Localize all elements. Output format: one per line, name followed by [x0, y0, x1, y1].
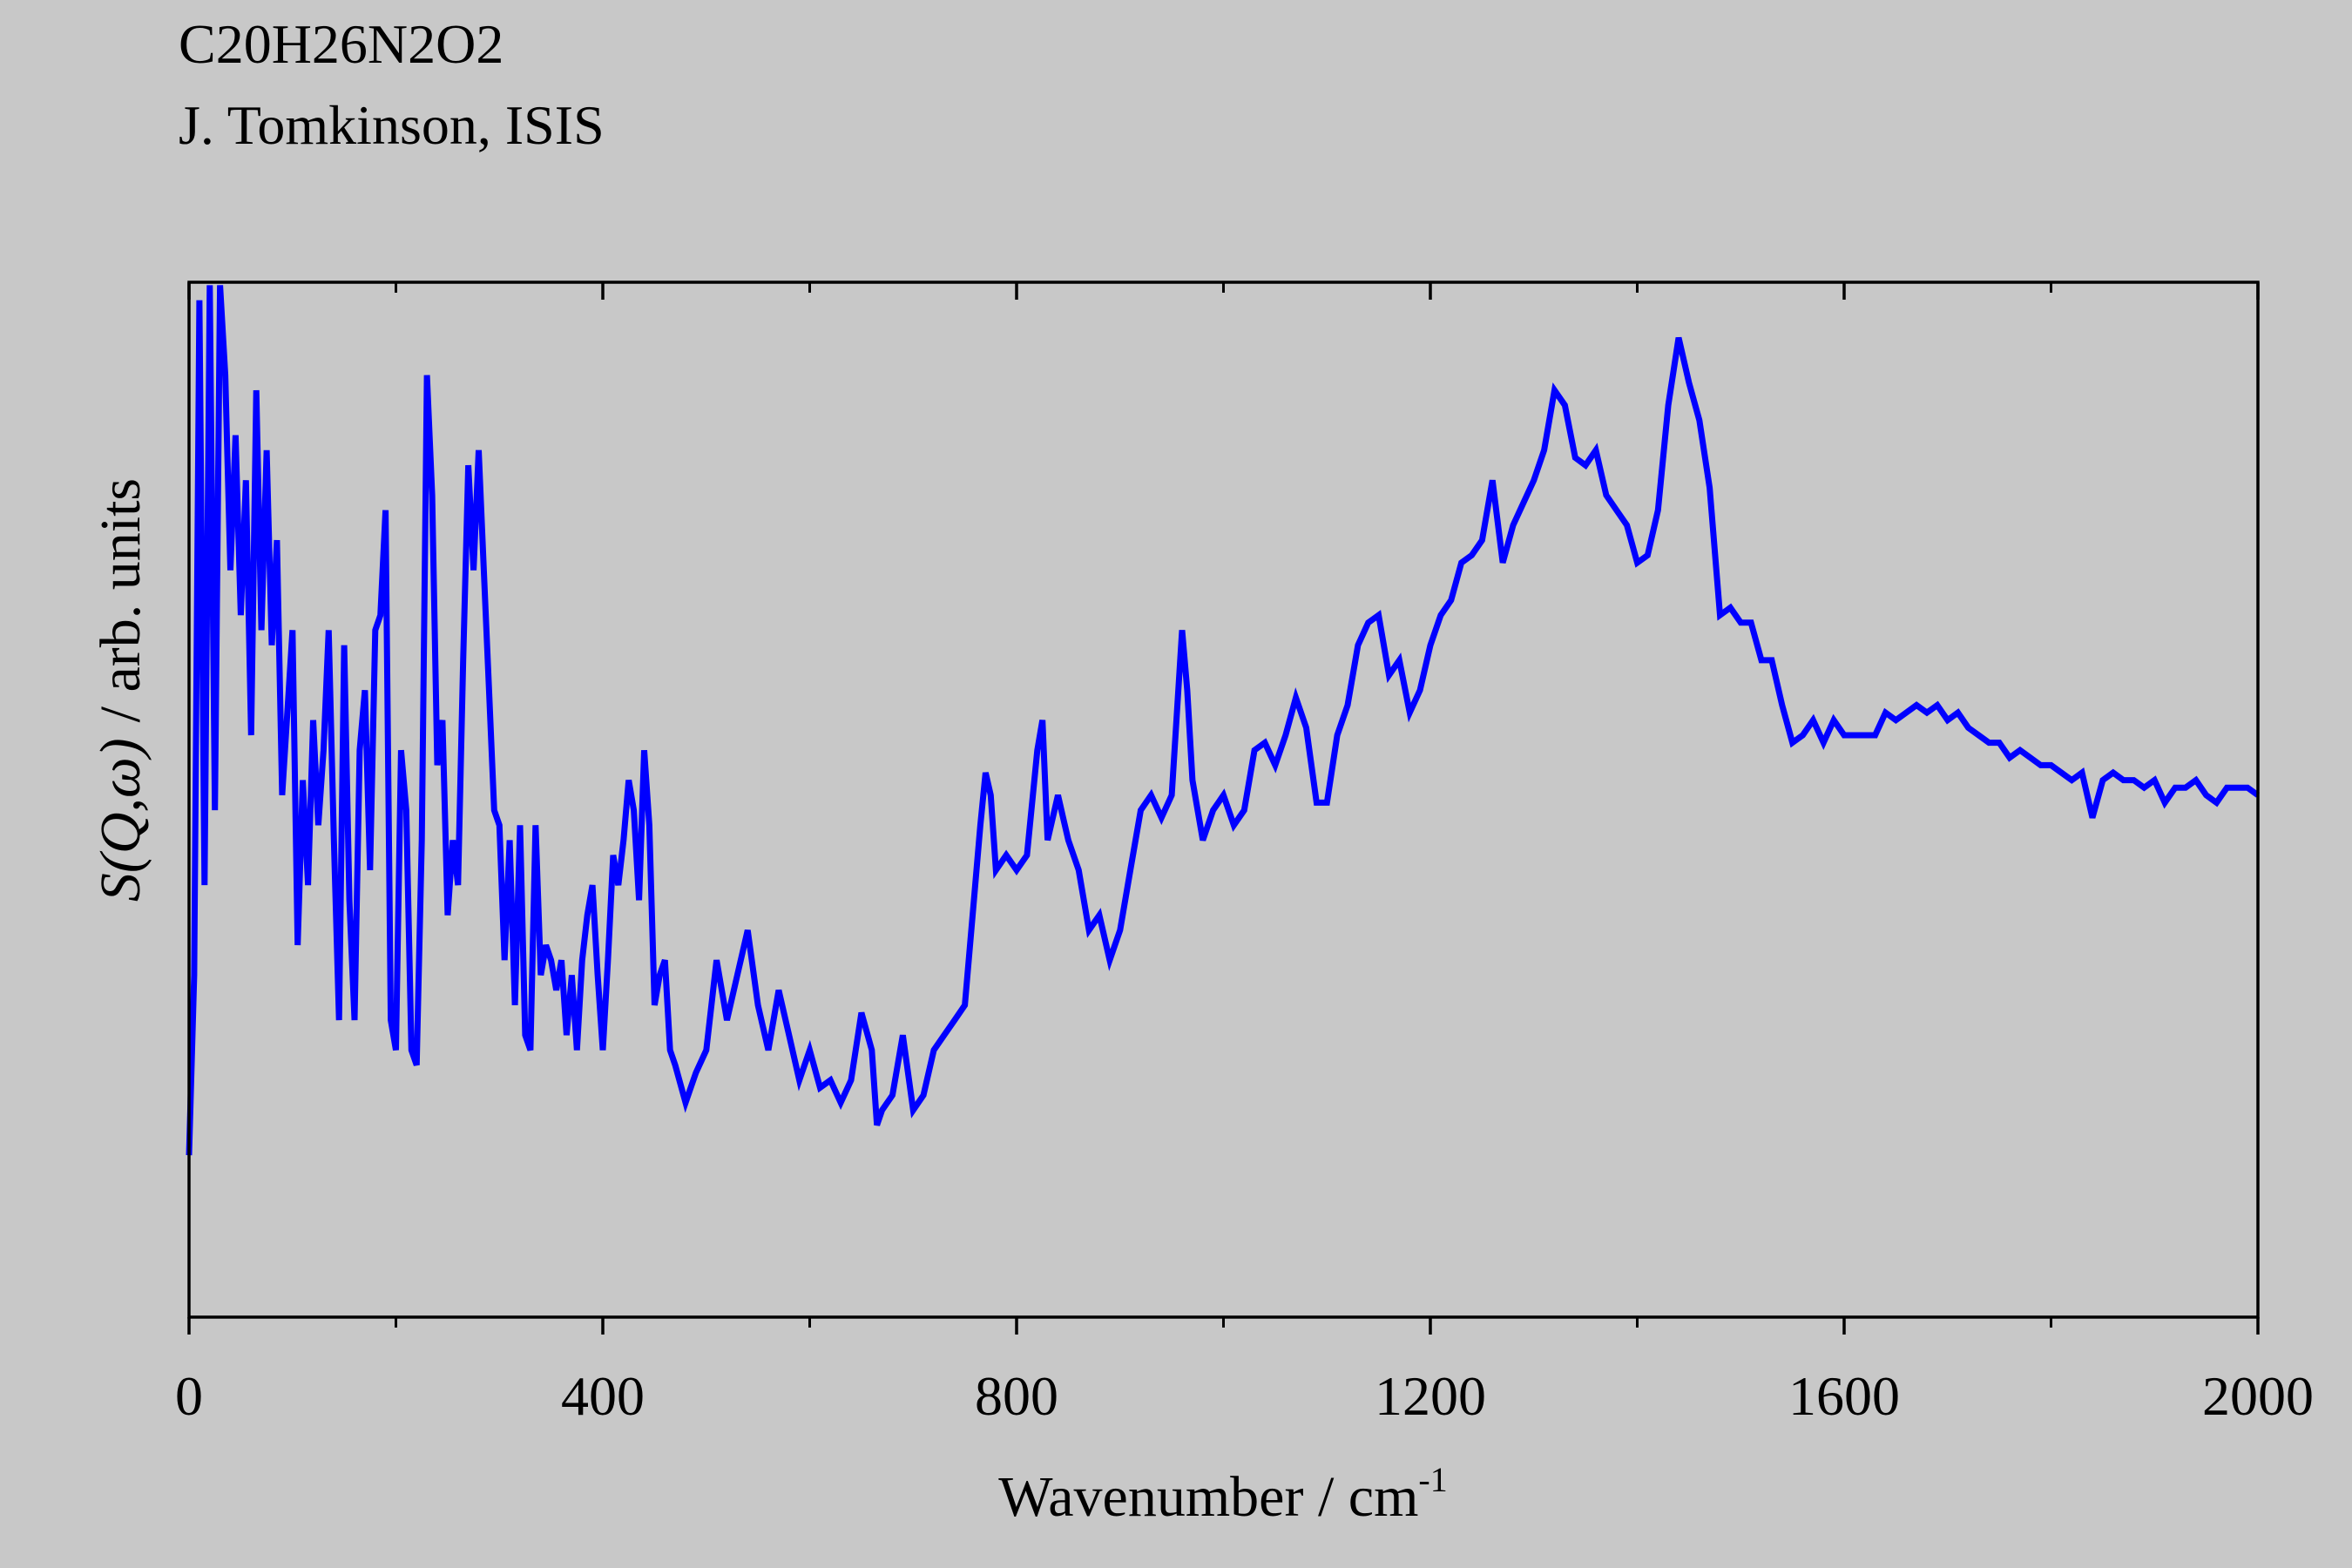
x-axis-label-text: Wavenumber / cm — [998, 1465, 1418, 1529]
x-tick-label: 1200 — [1375, 1365, 1486, 1427]
x-tick-label: 400 — [561, 1365, 645, 1427]
chart-subtitle: J. Tomkinson, ISIS — [179, 94, 605, 156]
y-axis-label-symbol: S(Q,ω) — [89, 738, 152, 902]
spectrum-line — [186, 285, 2261, 1156]
x-tick-label: 0 — [175, 1365, 203, 1427]
x-tick-label: 800 — [975, 1365, 1058, 1427]
x-axis-label: Wavenumber / cm-1 — [998, 1460, 1448, 1529]
x-tick-label: 1600 — [1788, 1365, 1900, 1427]
chart-title: C20H26N2O2 — [179, 13, 504, 75]
y-axis-label-text: / arb. units — [89, 478, 152, 722]
x-tick-label: 2000 — [2202, 1365, 2314, 1427]
y-axis-label: S(Q,ω) / arb. units — [89, 478, 152, 902]
x-axis-label-superscript: -1 — [1418, 1460, 1447, 1499]
